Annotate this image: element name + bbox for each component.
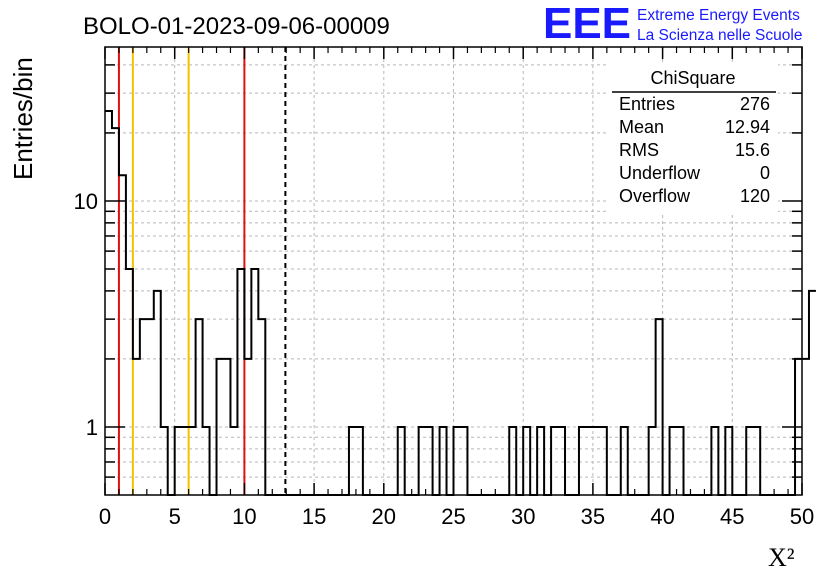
- y-tick-label: 1: [86, 415, 98, 440]
- stats-row-label: RMS: [619, 140, 659, 160]
- x-tick-label: 45: [720, 504, 744, 529]
- stats-row-value: 276: [740, 94, 770, 114]
- x-tick-label: 15: [302, 504, 326, 529]
- eee-logo-line2: La Scienza nelle Scuole: [637, 27, 802, 44]
- stats-row-value: 0: [760, 163, 770, 183]
- y-tick-labels: 1 10: [74, 189, 98, 440]
- x-tick-label: 50: [790, 504, 814, 529]
- stats-row-value: 15.6: [735, 140, 770, 160]
- run-title: BOLO-01-2023-09-06-00009: [83, 13, 390, 40]
- x-tick-label: 40: [650, 504, 674, 529]
- stats-box: ChiSquare Entries 276 Mean 12.94 RMS 15.6 Unde…: [608, 64, 778, 212]
- y-tick-label: 10: [74, 189, 98, 214]
- y-axis-label: Entries/bin: [8, 57, 38, 180]
- x-tick-label: 10: [232, 504, 256, 529]
- eee-logo-line1: Extreme Energy Events: [637, 7, 800, 24]
- x-tick-label: 0: [99, 504, 111, 529]
- stats-row-label: Overflow: [619, 186, 691, 206]
- stats-row-value: 12.94: [725, 117, 770, 137]
- eee-logo: EEE Extreme Energy Events La Scienza nel…: [543, 0, 802, 48]
- x-axis-label: X²: [768, 543, 795, 572]
- x-tick-label: 20: [372, 504, 396, 529]
- stats-row-label: Underflow: [619, 163, 701, 183]
- axis-ticks: [104, 47, 803, 495]
- stats-row-value: 120: [740, 186, 770, 206]
- x-tick-label: 35: [581, 504, 605, 529]
- stats-title: ChiSquare: [650, 68, 735, 88]
- x-tick-labels: 0 5 10 15 20 25 30 35 40 45 50: [99, 504, 814, 529]
- stats-row-label: Mean: [619, 117, 664, 137]
- stats-row-label: Entries: [619, 94, 675, 114]
- x-tick-label: 25: [441, 504, 465, 529]
- x-tick-label: 5: [169, 504, 181, 529]
- x-tick-label: 30: [511, 504, 535, 529]
- eee-logo-mark: EEE: [543, 0, 631, 48]
